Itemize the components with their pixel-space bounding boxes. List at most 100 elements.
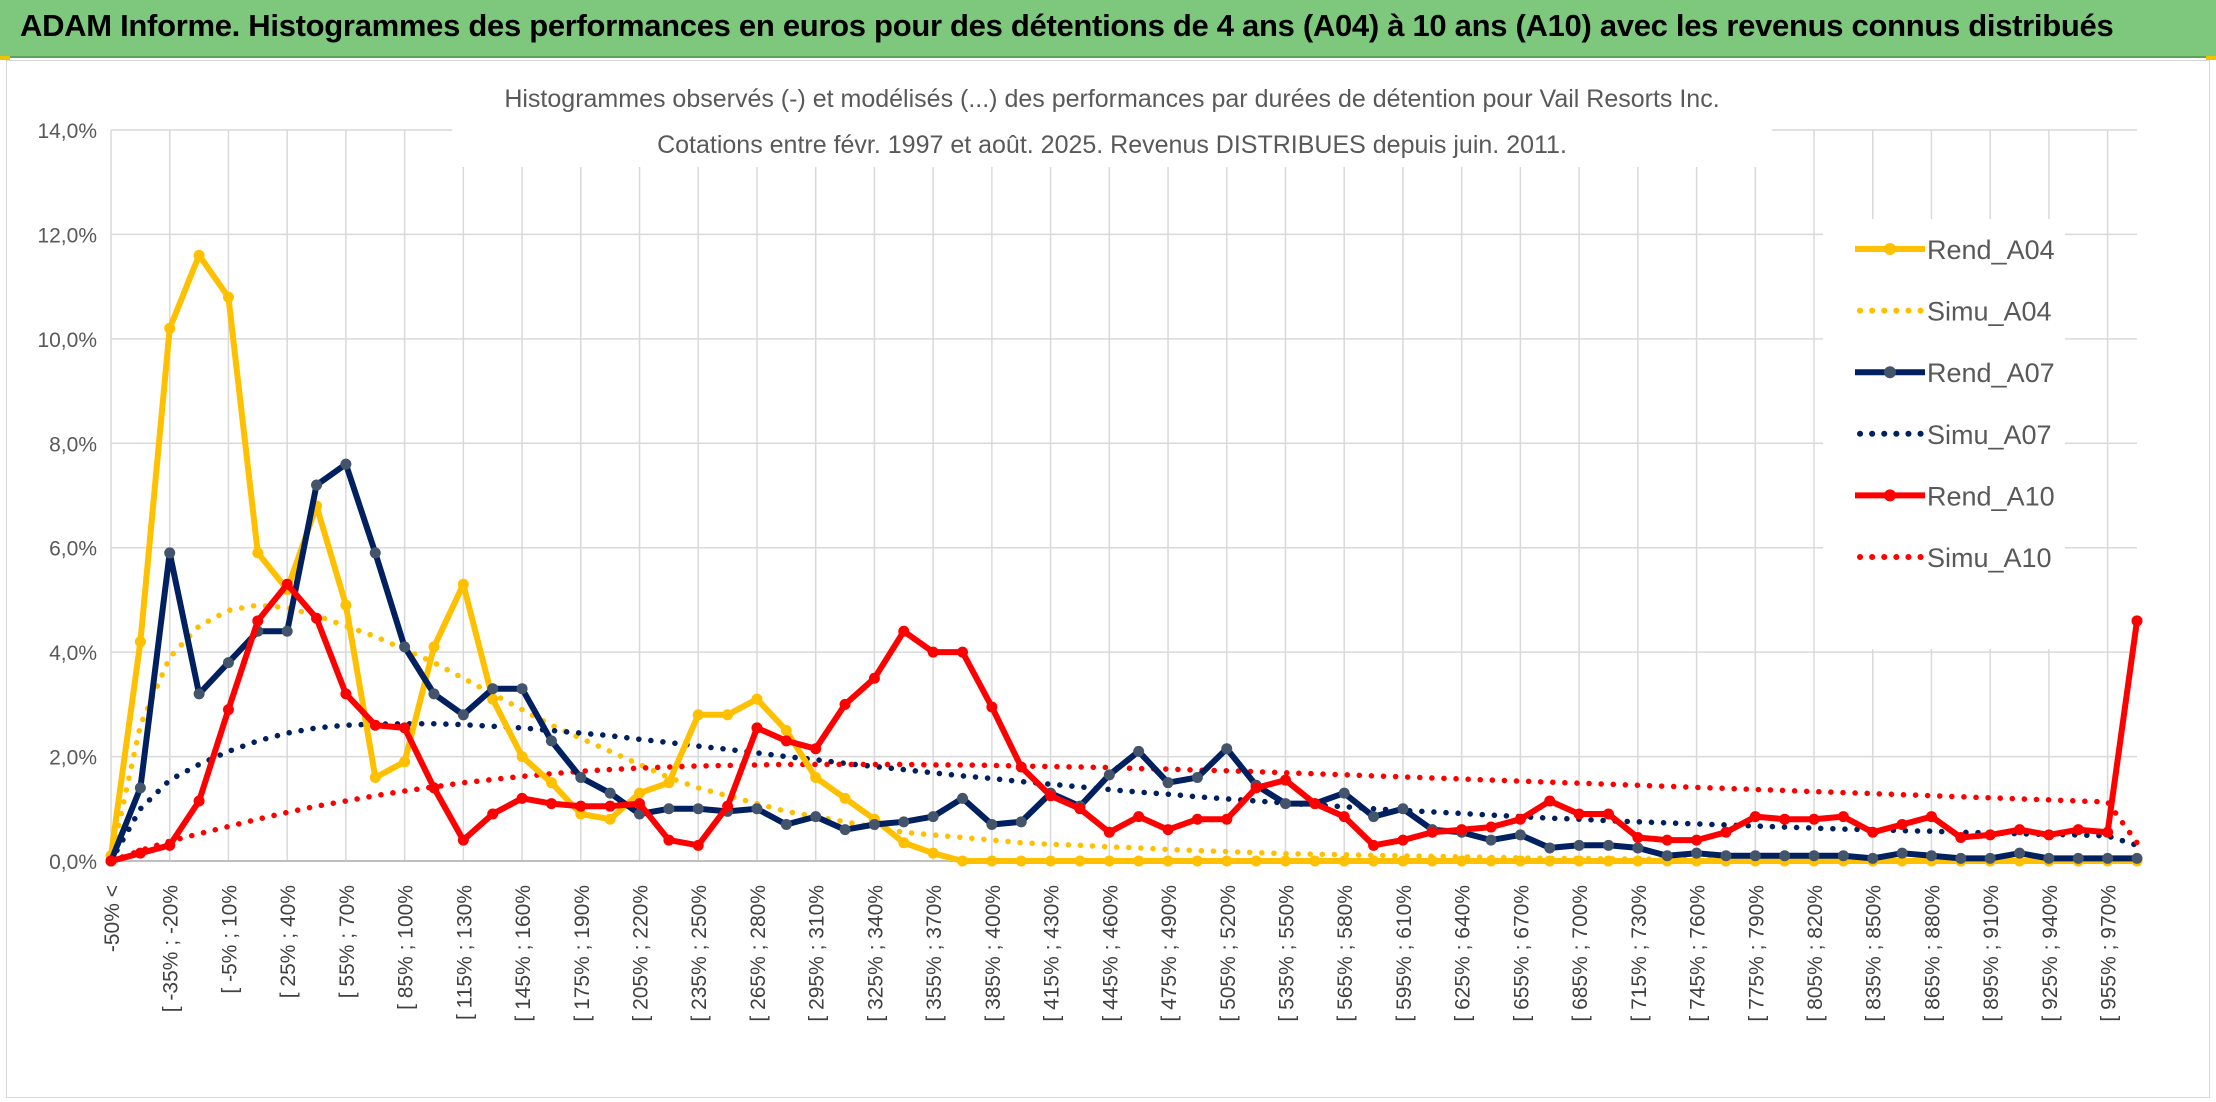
x-tick-label: -50% < <box>101 885 124 952</box>
data-point-Rend_A10 <box>575 800 587 812</box>
data-point-Rend_A07 <box>1955 852 1967 864</box>
data-point-Rend_A04 <box>545 777 557 789</box>
data-point-Rend_A07 <box>1925 850 1937 862</box>
legend-marker-Rend_A04 <box>1884 243 1896 255</box>
data-point-Rend_A07 <box>1808 850 1820 862</box>
data-point-Rend_A07 <box>134 782 146 794</box>
x-tick-label: [ 745% ; 760% <box>1687 885 1710 1022</box>
legend-marker-Rend_A07 <box>1884 366 1896 379</box>
data-point-Rend_A07 <box>751 803 763 815</box>
x-tick-label: [ 595% ; 610% <box>1393 885 1416 1022</box>
data-point-Rend_A07 <box>311 479 323 491</box>
series-line-Rend_A04 <box>108 252 2137 864</box>
data-point-Rend_A04 <box>193 249 205 261</box>
data-point-Rend_A07 <box>1749 850 1761 862</box>
data-point-Rend_A10 <box>1162 824 1174 836</box>
data-point-Rend_A07 <box>986 818 998 830</box>
data-point-Rend_A10 <box>2043 829 2055 841</box>
series-line-Simu_A10 <box>108 761 2140 864</box>
legend-label-Rend_A07: Rend_A07 <box>1927 358 2055 388</box>
series-layer <box>105 249 2143 867</box>
data-point-Rend_A07 <box>1485 834 1497 846</box>
data-point-Rend_A04 <box>1485 855 1497 867</box>
data-point-Rend_A07 <box>281 625 293 637</box>
data-point-Rend_A10 <box>134 847 146 859</box>
data-point-Rend_A04 <box>986 855 998 867</box>
data-point-Rend_A07 <box>340 458 352 470</box>
data-point-Rend_A10 <box>927 646 939 658</box>
data-point-Rend_A10 <box>2131 615 2143 627</box>
data-point-Rend_A10 <box>692 839 704 851</box>
x-tick-label: [ 805% ; 820% <box>1804 885 1827 1022</box>
data-point-Rend_A04 <box>252 547 264 559</box>
data-point-Rend_A07 <box>193 688 205 700</box>
data-point-Rend_A04 <box>634 787 646 799</box>
data-point-Rend_A07 <box>1015 816 1027 828</box>
data-point-Rend_A07 <box>1279 798 1291 810</box>
data-point-Rend_A10 <box>1867 826 1879 838</box>
data-point-Rend_A10 <box>516 792 528 804</box>
data-point-Rend_A07 <box>1162 777 1174 789</box>
data-point-Rend_A10 <box>164 839 176 851</box>
data-point-Rend_A04 <box>1221 855 1233 867</box>
x-tick-label: [ 295% ; 310% <box>806 885 829 1022</box>
x-tick-label: [ 835% ; 850% <box>1863 885 1886 1022</box>
data-point-Rend_A10 <box>1749 811 1761 823</box>
data-point-Rend_A10 <box>986 701 998 713</box>
data-point-Rend_A10 <box>1426 826 1438 838</box>
data-point-Rend_A10 <box>1279 774 1291 786</box>
data-point-Rend_A10 <box>311 612 323 624</box>
data-point-Rend_A04 <box>1602 855 1614 867</box>
data-point-Rend_A10 <box>2014 824 2026 836</box>
data-point-Rend_A07 <box>898 816 910 828</box>
data-point-Rend_A10 <box>1397 834 1409 846</box>
x-axis: -50% < [ -35% ; -20% [ -5% ; 10% [ 25% ; 40… <box>101 860 2137 1022</box>
data-point-Rend_A10 <box>1250 782 1262 794</box>
y-tick-label: 8,0% <box>49 433 97 456</box>
data-point-Rend_A07 <box>604 787 616 799</box>
data-point-Rend_A07 <box>2072 852 2084 864</box>
data-point-Rend_A04 <box>1103 855 1115 867</box>
data-point-Rend_A04 <box>134 636 146 648</box>
data-point-Rend_A07 <box>516 683 528 695</box>
data-point-Rend_A10 <box>722 800 734 812</box>
data-point-Rend_A07 <box>1338 787 1350 799</box>
data-point-Rend_A10 <box>193 795 205 807</box>
line-chart: 0,0% 2,0% 4,0% 6,0% 8,0% 10,0% 12,0% 14,0% -50%… <box>37 63 2143 1022</box>
data-point-Rend_A04 <box>1279 855 1291 867</box>
data-point-Rend_A04 <box>1162 855 1174 867</box>
data-point-Rend_A04 <box>1015 855 1027 867</box>
data-point-Rend_A07 <box>222 657 234 669</box>
x-tick-label: [ 175% ; 190% <box>571 885 594 1022</box>
data-point-Rend_A07 <box>2131 852 2143 864</box>
data-point-Rend_A04 <box>428 641 440 653</box>
data-point-Rend_A10 <box>1691 834 1703 846</box>
data-point-Rend_A10 <box>1632 832 1644 844</box>
data-point-Rend_A10 <box>1221 813 1233 825</box>
data-point-Rend_A10 <box>604 800 616 812</box>
data-point-Rend_A07 <box>1191 771 1203 783</box>
data-point-Rend_A04 <box>457 578 469 590</box>
data-point-Rend_A04 <box>927 847 939 859</box>
data-point-Rend_A07 <box>1837 850 1849 862</box>
x-tick-label: [ 355% ; 370% <box>923 885 946 1022</box>
data-point-Rend_A04 <box>751 693 763 705</box>
series-line-Simu_A07 <box>108 720 2140 864</box>
data-point-Rend_A10 <box>1485 821 1497 833</box>
data-point-Rend_A10 <box>457 834 469 846</box>
x-tick-label: [ 505% ; 520% <box>1217 885 1240 1022</box>
data-point-Rend_A10 <box>369 719 381 731</box>
data-point-Rend_A10 <box>487 808 499 820</box>
data-point-Rend_A07 <box>1544 842 1556 854</box>
data-point-Rend_A04 <box>604 813 616 825</box>
x-tick-label: [ 475% ; 490% <box>1158 885 1181 1022</box>
data-point-Rend_A07 <box>428 688 440 700</box>
x-tick-label: [ 535% ; 550% <box>1275 885 1298 1022</box>
data-point-Rend_A10 <box>1573 808 1585 820</box>
data-point-Rend_A04 <box>1573 855 1585 867</box>
x-tick-label: [ 715% ; 730% <box>1628 885 1651 1022</box>
data-point-Rend_A04 <box>222 291 234 303</box>
x-tick-label: [ 685% ; 700% <box>1569 885 1592 1022</box>
legend-label-Simu_A07: Simu_A07 <box>1927 420 2052 450</box>
y-tick-label: 12,0% <box>37 224 97 247</box>
